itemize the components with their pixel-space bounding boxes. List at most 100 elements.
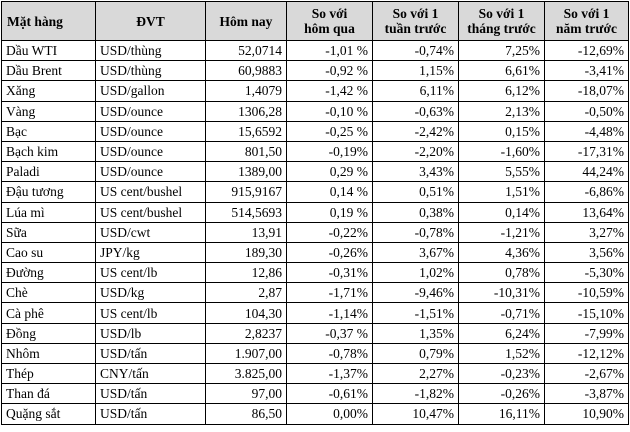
price-today-cell: 2,87 [205, 282, 287, 304]
change-day-cell: -0,37 % [286, 322, 373, 344]
price-today-cell: 13,91 [205, 221, 287, 243]
change-year-cell: -3,41% [544, 60, 629, 82]
unit-cell: USD/tấn [95, 383, 206, 405]
change-day-cell: 0,14 % [286, 181, 373, 203]
unit-cell: USD/ounce [95, 120, 206, 142]
commodity-name-cell: Chè [1, 282, 96, 304]
change-day-cell: -0,19% [286, 140, 373, 163]
change-month-cell: 1,52% [458, 342, 545, 365]
unit-cell: US cent/bushel [95, 181, 206, 203]
unit-cell: USD/kg [95, 282, 206, 304]
commodity-name-cell: Đồng [1, 322, 96, 344]
price-today-cell: 2,8237 [205, 322, 287, 344]
change-week-cell: -2,20% [372, 140, 459, 163]
header-vs-month-label: So với 1 tháng trước [467, 6, 536, 36]
change-month-cell: 0,14% [458, 201, 545, 223]
change-week-cell: 2,27% [372, 362, 459, 385]
unit-cell: US cent/lb [95, 262, 206, 284]
table-row: Đường US cent/lb 12,86 -0,31% 1,02% 0,78% -5,3… [1, 262, 629, 284]
change-year-cell: -10,59% [544, 282, 629, 304]
table-row: Quặng sắt USD/tấn 86,50 0,00% 10,47% 16,11% 10… [1, 403, 629, 425]
unit-cell: USD/tấn [95, 342, 206, 365]
commodity-name-cell: Paladi [1, 161, 96, 183]
change-week-cell: 3,67% [372, 241, 459, 264]
unit-cell: US cent/bushel [95, 201, 206, 223]
change-week-cell: -1,82% [372, 383, 459, 405]
change-month-cell: -10,31% [458, 282, 545, 304]
price-today-cell: 1,4079 [205, 80, 287, 102]
unit-cell: USD/thùng [95, 60, 206, 82]
unit-cell: USD/gallon [95, 80, 206, 102]
change-day-cell: -0,26% [286, 241, 373, 264]
table-row: Thép CNY/tấn 3.825,00 -1,37% 2,27% -0,23% -2,6… [1, 362, 629, 385]
change-week-cell: 1,35% [372, 322, 459, 344]
header-vs-yesterday: So với hôm qua [286, 1, 373, 41]
change-month-cell: 5,55% [458, 161, 545, 183]
header-vs-year: So với 1 năm trước [544, 1, 629, 41]
change-year-cell: 3,56% [544, 241, 629, 264]
price-today-cell: 52,0714 [205, 39, 287, 62]
change-day-cell: -1,14% [286, 302, 373, 324]
change-day-cell: -0,22% [286, 221, 373, 243]
change-week-cell: 10,47% [372, 403, 459, 425]
commodity-name-cell: Cà phê [1, 302, 96, 324]
change-month-cell: 6,24% [458, 322, 545, 344]
change-week-cell: -9,46% [372, 282, 459, 304]
header-commodity: Mặt hàng [1, 1, 96, 41]
change-day-cell: -0,31% [286, 262, 373, 284]
table-row: Paladi USD/ounce 1389,00 0,29 % 3,43% 5,55% 44… [1, 161, 629, 183]
change-month-cell: -0,26% [458, 383, 545, 405]
change-month-cell: 0,15% [458, 120, 545, 142]
change-month-cell: 1,51% [458, 181, 545, 203]
price-today-cell: 3.825,00 [205, 362, 287, 385]
commodity-name-cell: Nhôm [1, 342, 96, 365]
change-month-cell: -0,71% [458, 302, 545, 324]
price-today-cell: 801,50 [205, 140, 287, 163]
change-month-cell: -0,23% [458, 362, 545, 385]
header-row: Mặt hàng ĐVT Hôm nay So với hôm qua So vớ… [1, 1, 629, 41]
change-day-cell: 0,19 % [286, 201, 373, 223]
table-body: Dầu WTI USD/thùng 52,0714 -1,01 % -0,74% 7,25… [1, 39, 629, 425]
commodity-name-cell: Thép [1, 362, 96, 385]
price-today-cell: 1.907,00 [205, 342, 287, 365]
unit-cell: US cent/lb [95, 302, 206, 324]
commodity-name-cell: Dầu WTI [1, 39, 96, 62]
header-vs-year-label: So với 1 năm trước [556, 6, 617, 36]
table-row: Chè USD/kg 2,87 -1,71% -9,46% -10,31% -10,59% [1, 282, 629, 304]
change-week-cell: -0,74% [372, 39, 459, 62]
commodity-name-cell: Dầu Brent [1, 60, 96, 82]
table-row: Sữa USD/cwt 13,91 -0,22% -0,78% -1,21% 3,27% [1, 221, 629, 243]
change-day-cell: -0,10 % [286, 100, 373, 122]
table-row: Lúa mì US cent/bushel 514,5693 0,19 % 0,38% 0… [1, 201, 629, 223]
unit-cell: USD/thùng [95, 39, 206, 62]
header-vs-week-label: So với 1 tuần trước [384, 6, 447, 36]
table-header: Mặt hàng ĐVT Hôm nay So với hôm qua So vớ… [1, 1, 629, 41]
change-year-cell: 44,24% [544, 161, 629, 183]
commodity-name-cell: Quặng sắt [1, 403, 96, 425]
table-row: Than đá USD/tấn 97,00 -0,61% -1,82% -0,26% -3,… [1, 383, 629, 405]
change-month-cell: 2,13% [458, 100, 545, 122]
change-year-cell: -6,86% [544, 181, 629, 203]
change-week-cell: 1,02% [372, 262, 459, 284]
change-week-cell: -1,51% [372, 302, 459, 324]
change-year-cell: -12,69% [544, 39, 629, 62]
change-year-cell: -2,67% [544, 362, 629, 385]
change-day-cell: 0,29 % [286, 161, 373, 183]
price-today-cell: 104,30 [205, 302, 287, 324]
change-day-cell: -1,01 % [286, 39, 373, 62]
commodity-price-table: Mặt hàng ĐVT Hôm nay So với hôm qua So vớ… [1, 1, 629, 425]
commodity-name-cell: Đường [1, 262, 96, 284]
change-month-cell: 6,12% [458, 80, 545, 102]
change-year-cell: 10,90% [544, 403, 629, 425]
unit-cell: USD/ounce [95, 100, 206, 122]
change-day-cell: 0,00% [286, 403, 373, 425]
change-day-cell: -0,25 % [286, 120, 373, 142]
change-week-cell: 6,11% [372, 80, 459, 102]
change-month-cell: 4,36% [458, 241, 545, 264]
change-week-cell: 0,79% [372, 342, 459, 365]
table-row: Dầu WTI USD/thùng 52,0714 -1,01 % -0,74% 7,25… [1, 39, 629, 62]
price-today-cell: 915,9167 [205, 181, 287, 203]
change-year-cell: 3,27% [544, 221, 629, 243]
unit-cell: USD/lb [95, 322, 206, 344]
change-month-cell: 16,11% [458, 403, 545, 425]
